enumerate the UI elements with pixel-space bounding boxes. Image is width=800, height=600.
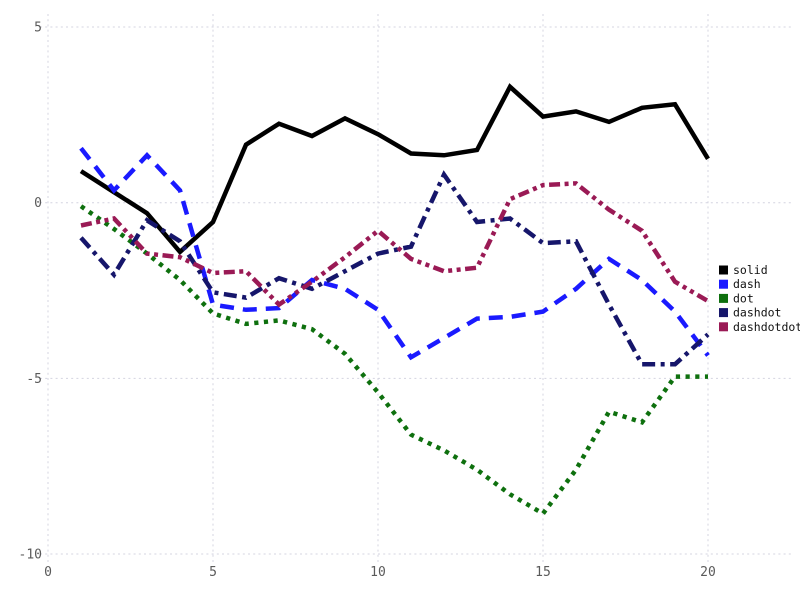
legend-label-dashdotdot: dashdotdot	[733, 320, 800, 334]
legend-swatch-solid	[719, 265, 728, 275]
axis-tick-labels: 50-5-100 5 10 15 20	[19, 21, 716, 580]
legend-swatch-dash	[719, 279, 728, 289]
series-line-dot	[79, 204, 708, 517]
legend-label-dashdot: dashdot	[733, 306, 781, 320]
legend-label-dash: dash	[733, 277, 761, 291]
legend-swatch-dashdot	[719, 308, 728, 318]
legend-label-solid: solid	[733, 263, 768, 277]
legend-label-dot: dot	[733, 291, 754, 305]
legend-swatch-dashdotdot	[719, 322, 728, 332]
legend-swatch-dot	[719, 293, 728, 303]
series-line-dash	[79, 146, 710, 361]
x-tick-label: 15	[535, 565, 551, 580]
x-tick-label: 10	[370, 565, 386, 580]
series-line-solid	[79, 83, 710, 256]
x-tick-label: 0	[44, 565, 52, 580]
y-tick-label: 5	[34, 21, 42, 36]
series-line-dashdot	[79, 170, 710, 367]
y-tick-label: -10	[19, 548, 42, 563]
series-line-dashdotdot	[80, 181, 710, 308]
y-tick-label: 0	[34, 196, 42, 211]
x-tick-label: 5	[209, 565, 217, 580]
y-tick-label: -5	[26, 372, 42, 387]
x-tick-label: 20	[700, 565, 716, 580]
gridlines	[40, 14, 794, 562]
